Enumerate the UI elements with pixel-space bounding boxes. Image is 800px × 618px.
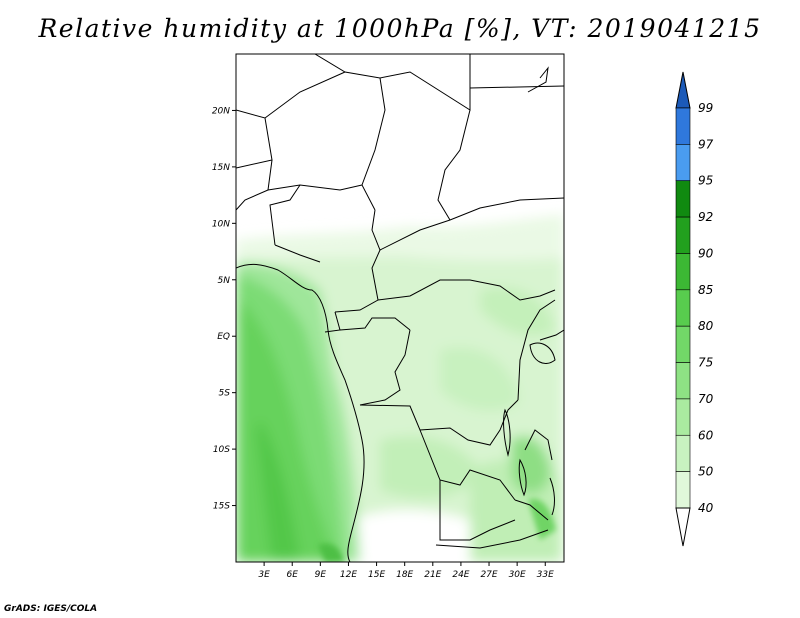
colorbar-band [675, 253, 691, 291]
colorbar-band [675, 180, 691, 218]
colorbar-label: 70 [698, 392, 714, 406]
lat-label: 10S [213, 445, 230, 455]
colorbar-band [675, 289, 691, 327]
lon-label: 3E [258, 570, 270, 580]
colorbar-band [675, 144, 691, 182]
country-borders [236, 54, 564, 562]
latitude-axis: 20N 15N 10N 5N EQ 5S 10S 15S [212, 106, 236, 512]
lon-label: 6E [287, 570, 299, 580]
lon-label: 27E [480, 570, 497, 580]
credit-label: GrADS: IGES/COLA [4, 604, 98, 614]
colorbar-band [675, 471, 691, 509]
lon-label: 33E [537, 570, 554, 580]
colorbar-label: 95 [698, 174, 713, 188]
lon-label: 18E [396, 570, 413, 580]
colorbar-band [675, 434, 691, 472]
colorbar-label: 99 [698, 101, 713, 115]
colorbar-band [675, 362, 691, 400]
lat-label: 15S [213, 502, 230, 512]
colorbar-label: 97 [698, 137, 714, 151]
humidity-field [236, 54, 564, 562]
colorbar: 40 50 60 70 75 80 85 90 92 95 97 99 [675, 71, 714, 547]
colorbar-label: 90 [698, 246, 714, 260]
colorbar-upper-arrow [675, 71, 691, 109]
colorbar-band [675, 325, 691, 363]
longitude-axis: 3E 6E 9E 12E 15E 18E 21E 24E 27E 30E 33E [258, 562, 554, 580]
lon-label: 9E [315, 570, 327, 580]
colorbar-label: 75 [698, 356, 713, 370]
lat-label: 10N [212, 219, 230, 229]
colorbar-label: 92 [698, 210, 713, 224]
lat-label: EQ [217, 332, 230, 342]
colorbar-label: 50 [698, 465, 714, 479]
lat-label: 5N [218, 276, 231, 286]
colorbar-label: 80 [698, 319, 714, 333]
colorbar-label: 60 [698, 428, 714, 442]
colorbar-band [675, 398, 691, 436]
lon-label: 15E [368, 570, 385, 580]
lon-label: 24E [452, 570, 469, 580]
lon-label: 12E [340, 570, 357, 580]
map-title: Relative humidity at 1000hPa [%], VT: 20… [38, 14, 762, 43]
colorbar-band [675, 107, 691, 145]
colorbar-label: 85 [698, 283, 713, 297]
colorbar-label: 40 [698, 501, 714, 515]
colorbar-band [675, 216, 691, 254]
map-frame [235, 53, 565, 563]
lon-label: 21E [424, 570, 441, 580]
lat-label: 5S [219, 389, 231, 399]
lat-label: 20N [212, 106, 230, 116]
lon-label: 30E [509, 570, 526, 580]
colorbar-lower-arrow [675, 507, 691, 547]
lat-label: 15N [212, 163, 230, 173]
